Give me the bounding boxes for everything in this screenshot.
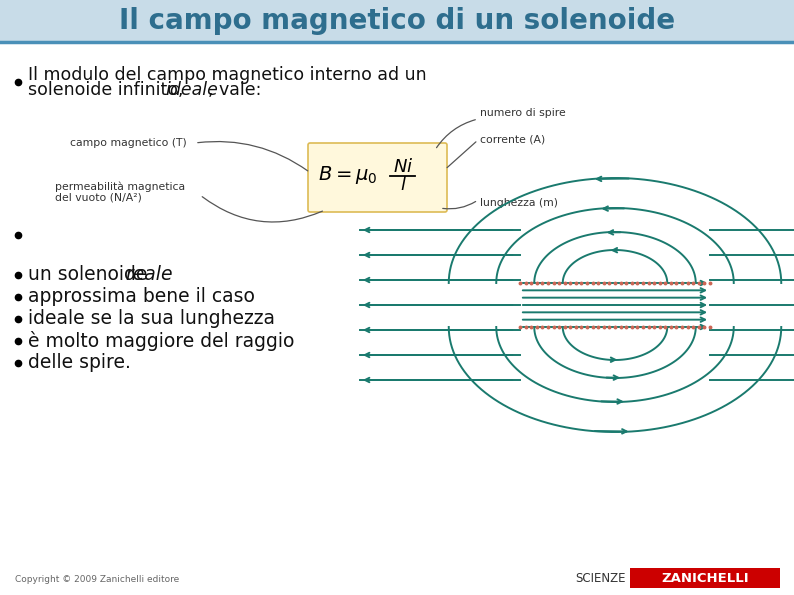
Text: Il campo magnetico di un solenoide: Il campo magnetico di un solenoide (119, 7, 675, 35)
Text: reale: reale (125, 265, 173, 284)
FancyBboxPatch shape (308, 143, 447, 212)
Text: , vale:: , vale: (208, 81, 261, 99)
Text: del vuoto (N/A²): del vuoto (N/A²) (55, 193, 142, 203)
Text: $l$: $l$ (400, 177, 407, 195)
Text: Copyright © 2009 Zanichelli editore: Copyright © 2009 Zanichelli editore (15, 575, 179, 584)
Bar (630, 568, 780, 588)
Text: numero di spire: numero di spire (480, 108, 566, 118)
Text: $Ni$: $Ni$ (393, 158, 414, 177)
Text: $B = \mu_0$: $B = \mu_0$ (318, 164, 377, 186)
Text: è molto maggiore del raggio: è molto maggiore del raggio (28, 331, 295, 351)
Text: ideale: ideale (165, 81, 218, 99)
Text: Il modulo del campo magnetico interno ad un: Il modulo del campo magnetico interno ad… (28, 66, 426, 84)
Text: SCIENZE: SCIENZE (576, 572, 626, 585)
Text: permeabilità magnetica: permeabilità magnetica (55, 181, 185, 192)
Text: ZANICHELLI: ZANICHELLI (661, 572, 749, 584)
Text: campo magnetico (T): campo magnetico (T) (70, 138, 187, 148)
Text: approssima bene il caso: approssima bene il caso (28, 287, 255, 306)
Text: ideale se la sua lunghezza: ideale se la sua lunghezza (28, 309, 275, 328)
Text: lunghezza (m): lunghezza (m) (480, 198, 558, 208)
Text: corrente (A): corrente (A) (480, 135, 545, 145)
Text: un solenoide: un solenoide (28, 265, 153, 284)
Bar (0, 0, 794, 42)
Text: delle spire.: delle spire. (28, 353, 131, 372)
Text: solenoide infinito,: solenoide infinito, (28, 81, 189, 99)
